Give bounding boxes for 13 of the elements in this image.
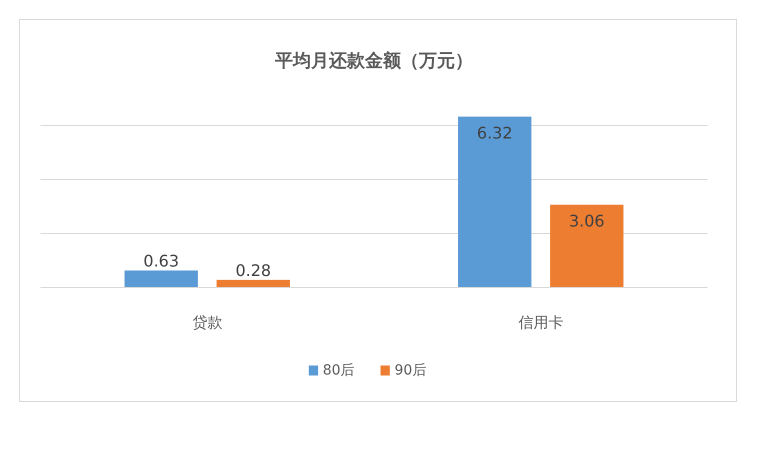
bar — [216, 280, 290, 288]
chart-title: 平均月还款金额（万元） — [274, 50, 473, 72]
data-label: 3.06 — [568, 212, 605, 231]
x-tick-label: 信用卡 — [518, 314, 564, 332]
bar — [550, 204, 624, 288]
legend-label: 90后 — [394, 362, 426, 378]
data-label: 0.63 — [143, 251, 180, 270]
data-label: 0.28 — [235, 260, 272, 280]
data-label: 6.32 — [476, 124, 513, 143]
x-tick-label: 贷款 — [192, 314, 222, 332]
bar — [458, 116, 532, 288]
bar — [124, 270, 198, 288]
legend-label: 80后 — [322, 362, 355, 378]
